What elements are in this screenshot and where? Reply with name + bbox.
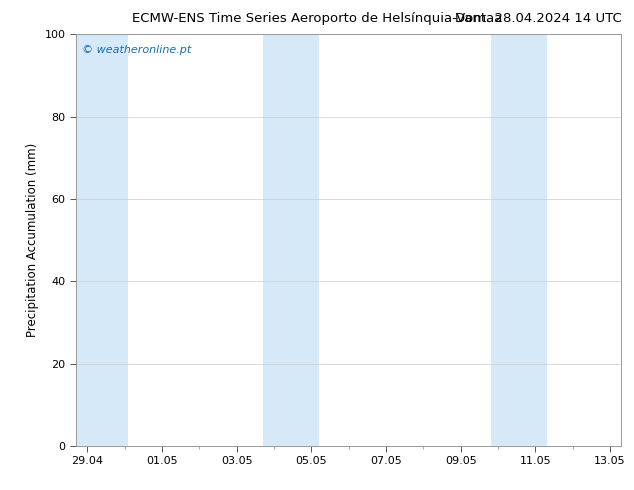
Bar: [491, 34, 547, 446]
Text: Dom. 28.04.2024 14 UTC: Dom. 28.04.2024 14 UTC: [455, 12, 621, 25]
Bar: [263, 34, 319, 446]
Text: ECMW-ENS Time Series Aeroporto de Helsínquia-Vantaa: ECMW-ENS Time Series Aeroporto de Helsín…: [132, 12, 502, 25]
Text: © weatheronline.pt: © weatheronline.pt: [82, 45, 191, 54]
Bar: [76, 34, 128, 446]
Y-axis label: Precipitation Accumulation (mm): Precipitation Accumulation (mm): [26, 143, 39, 337]
